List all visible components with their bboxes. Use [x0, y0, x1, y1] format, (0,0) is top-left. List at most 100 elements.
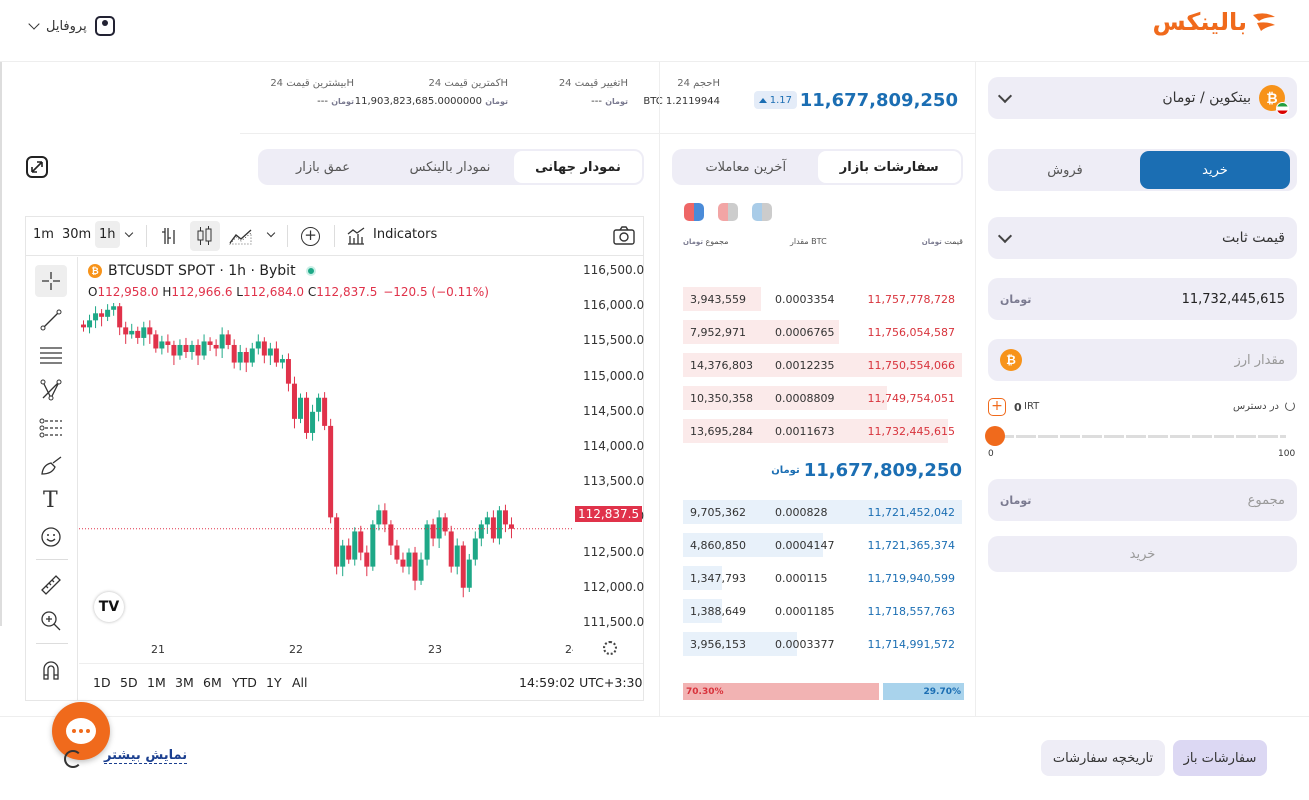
emoji-icon[interactable] — [40, 526, 62, 548]
trend-line-icon[interactable] — [40, 309, 62, 331]
clock[interactable]: 14:59:02 UTC+3:30 — [519, 675, 643, 690]
tab-market-orders[interactable]: سفارشات بازار — [817, 151, 961, 183]
range-5d[interactable]: 5D — [120, 675, 138, 690]
divider — [36, 559, 68, 560]
ask-row[interactable]: 14,376,803 0.0012235 11,750,554,066 — [683, 353, 962, 377]
chevron-down-icon[interactable] — [124, 228, 134, 238]
indicators-button[interactable]: Indicators — [373, 227, 438, 242]
tab-sell[interactable]: فروش — [1047, 162, 1083, 178]
horizontal-lines-icon[interactable] — [39, 345, 63, 365]
pair-selector[interactable]: بیتکوین / تومان ₿ — [988, 77, 1297, 119]
slider-thumb[interactable] — [985, 426, 1005, 446]
ask-row[interactable]: 7,952,971 0.0006765 11,756,054,587 — [683, 320, 962, 344]
stat-label: حجم 24H — [677, 78, 720, 89]
tab-last-trades[interactable]: آخرین معاملات — [705, 159, 787, 175]
ask-row[interactable]: 3,943,559 0.0003354 11,757,778,728 — [683, 287, 962, 311]
candlestick-plot[interactable] — [79, 303, 573, 623]
settings-gear-icon[interactable] — [603, 641, 617, 655]
orderbook-panel: آخرین معاملات سفارشات بازار مجموع تومان … — [659, 62, 975, 716]
buy-submit-button[interactable]: خرید — [988, 536, 1297, 572]
zoom-in-icon[interactable] — [40, 610, 62, 632]
price-input[interactable]: تومان 11,732,445,615 — [988, 278, 1297, 320]
buy-sell-tabs: فروش خرید — [988, 149, 1297, 191]
range-1y[interactable]: 1Y — [266, 675, 282, 690]
magnet-icon[interactable] — [40, 659, 62, 681]
timeframe-1m[interactable]: 1m — [33, 227, 54, 242]
bitcoin-icon: ₿ — [1259, 85, 1289, 115]
compare-plus-icon[interactable]: + — [301, 227, 320, 246]
ruler-icon[interactable] — [40, 574, 62, 596]
range-1d[interactable]: 1D — [93, 675, 111, 690]
change-value: 1.17 — [769, 94, 792, 106]
bid-row[interactable]: 3,956,153 0.0003377 11,714,991,572 — [683, 632, 962, 656]
bid-row[interactable]: 1,388,649 0.0001185 11,718,557,763 — [683, 599, 962, 623]
order-type-select[interactable]: قیمت ثابت — [988, 217, 1297, 259]
ohlc-legend: O112,958.0 H112,966.6 L112,684.0 C112,83… — [88, 285, 489, 299]
crosshair-tool[interactable] — [35, 265, 67, 297]
ohlc-h-label: H — [162, 285, 172, 299]
stat-value-wrap: BTC 1.2119944 — [640, 96, 720, 107]
tab-depth[interactable]: عمق بازار — [296, 159, 350, 175]
support-chat-button[interactable] — [52, 702, 110, 760]
candle — [249, 342, 255, 367]
cell-total: 13,695,284 — [690, 425, 753, 438]
toman-icon: تومان — [683, 238, 703, 246]
orderbook-header: مجموع تومان مقدار BTC قیمت تومان — [683, 237, 963, 251]
chevron-down-icon — [28, 18, 40, 30]
camera-icon[interactable] — [613, 226, 635, 245]
candle — [358, 525, 364, 561]
ask-row[interactable]: 10,350,358 0.0008809 11,749,754,051 — [683, 386, 962, 410]
profile-menu[interactable]: پروفایل — [28, 16, 115, 36]
show-more-link[interactable]: نمایش بیشتر — [104, 748, 188, 764]
open-orders-tab[interactable]: سفارشات باز — [1173, 740, 1267, 776]
range-3m[interactable]: 3M — [175, 675, 194, 690]
bid-row[interactable]: 1,347,793 0.000115 11,719,940,599 — [683, 566, 962, 590]
amount-slider[interactable] — [985, 426, 1286, 446]
bid-row[interactable]: 4,860,850 0.0004147 11,721,365,374 — [683, 533, 962, 557]
depth-bar — [683, 419, 949, 443]
pattern-tool-icon[interactable] — [40, 379, 62, 401]
text-tool-icon[interactable]: T — [43, 488, 58, 513]
bar-chart-type-icon[interactable] — [160, 226, 178, 246]
total-input[interactable]: تومان مجموع — [988, 479, 1297, 521]
range-6m[interactable]: 6M — [203, 675, 222, 690]
ohlc-l-label: L — [236, 285, 243, 299]
candles-chart-type-button[interactable] — [190, 221, 220, 251]
divider — [334, 225, 335, 247]
ohlc-open: 112,958.0 — [97, 285, 159, 299]
both-sides-view-icon[interactable] — [684, 203, 704, 221]
tab-balinex-chart[interactable]: نمودار بالینکس — [409, 159, 491, 175]
timeframe-1h[interactable]: 1h — [95, 221, 120, 248]
refresh-icon[interactable] — [1285, 401, 1295, 411]
tab-global-chart[interactable]: نمودار جهانی — [514, 151, 642, 183]
stat-value: 1.2119944 — [665, 96, 720, 107]
range-ytd[interactable]: YTD — [232, 675, 257, 690]
range-all[interactable]: All — [292, 675, 308, 690]
brush-icon[interactable] — [39, 455, 63, 477]
candle — [448, 525, 454, 573]
add-funds-button[interactable]: + — [988, 398, 1006, 416]
tab-buy[interactable]: خرید — [1140, 151, 1290, 189]
range-1m[interactable]: 1M — [147, 675, 166, 690]
indicators-icon[interactable] — [346, 226, 366, 246]
amount-input[interactable]: ₿ مقدار ارز — [988, 339, 1297, 381]
price-axis[interactable]: 116,500.0 116,000.0 115,500.0 115,000.0 114,… — [573, 257, 645, 637]
timeframe-30m[interactable]: 30m — [62, 227, 92, 242]
toman-icon: تومان — [921, 238, 942, 246]
crosshair-icon — [42, 272, 60, 290]
tradingview-logo[interactable]: TV — [94, 592, 124, 622]
chevron-down-icon[interactable] — [266, 228, 276, 238]
bids-view-icon[interactable] — [752, 203, 772, 221]
y-tick: 115,500.0 — [583, 333, 645, 348]
stat-change: تغییر قیمت 24H --- تومان — [530, 78, 628, 107]
area-chart-icon[interactable] — [229, 227, 253, 245]
expand-chart-button[interactable] — [26, 156, 48, 178]
fib-tool-icon[interactable] — [39, 417, 63, 439]
asks-view-icon[interactable] — [718, 203, 738, 221]
bid-row[interactable]: 9,705,362 0.000828 11,721,452,042 — [683, 500, 962, 524]
candle — [213, 339, 219, 357]
logo[interactable]: بالینکس — [1152, 8, 1277, 36]
ask-row[interactable]: 13,695,284 0.0011673 11,732,445,615 — [683, 419, 962, 443]
order-history-tab[interactable]: تاریخچه سفارشات — [1041, 740, 1165, 776]
candle — [322, 392, 328, 431]
